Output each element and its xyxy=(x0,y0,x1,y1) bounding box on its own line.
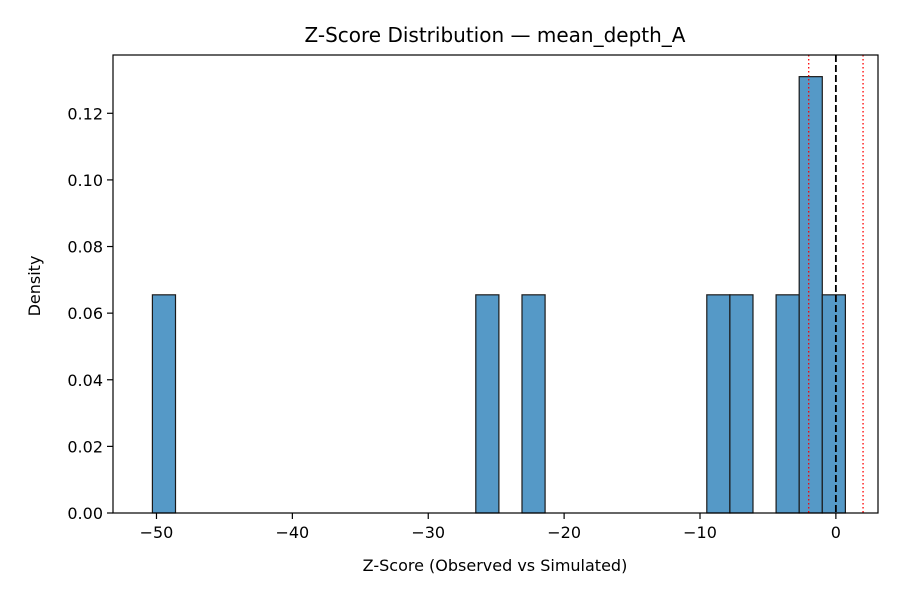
y-tick-label: 0.02 xyxy=(67,437,103,456)
x-tick-label: −50 xyxy=(140,523,174,542)
x-tick-label: −30 xyxy=(411,523,445,542)
plot-area-frame xyxy=(112,54,879,514)
y-tick-label: 0.06 xyxy=(67,304,103,323)
y-tick-label: 0.04 xyxy=(67,371,103,390)
x-tick-label: −40 xyxy=(275,523,309,542)
histogram-bar-4 xyxy=(729,294,754,514)
y-axis-label: Density xyxy=(25,256,44,317)
histogram-bar-0 xyxy=(151,294,177,514)
y-axis-ticks: 0.00 0.02 0.04 0.06 0.08 0.10 0.12 xyxy=(67,104,113,523)
histogram-bar-3 xyxy=(706,294,731,514)
x-tick-label: −10 xyxy=(683,523,717,542)
x-axis-label: Z-Score (Observed vs Simulated) xyxy=(363,556,628,575)
y-tick-label: 0.10 xyxy=(67,171,103,190)
histogram-bar-1 xyxy=(475,294,500,514)
histogram-bar-2 xyxy=(521,294,546,514)
x-tick-label: 0 xyxy=(831,523,841,542)
x-tick-label: −20 xyxy=(547,523,581,542)
reference-lines-group xyxy=(808,55,864,513)
histogram-bar-5 xyxy=(775,294,800,514)
x-axis-ticks: −50 −40 −30 −20 −10 0 xyxy=(140,513,841,542)
y-tick-label: 0.00 xyxy=(67,504,103,523)
histogram-bar-6 xyxy=(798,76,823,514)
chart-title: Z-Score Distribution — mean_depth_A xyxy=(305,23,686,47)
histogram-bar-7 xyxy=(821,294,846,514)
y-tick-label: 0.08 xyxy=(67,238,103,257)
y-tick-label: 0.12 xyxy=(67,104,103,123)
bars-group xyxy=(151,76,846,514)
